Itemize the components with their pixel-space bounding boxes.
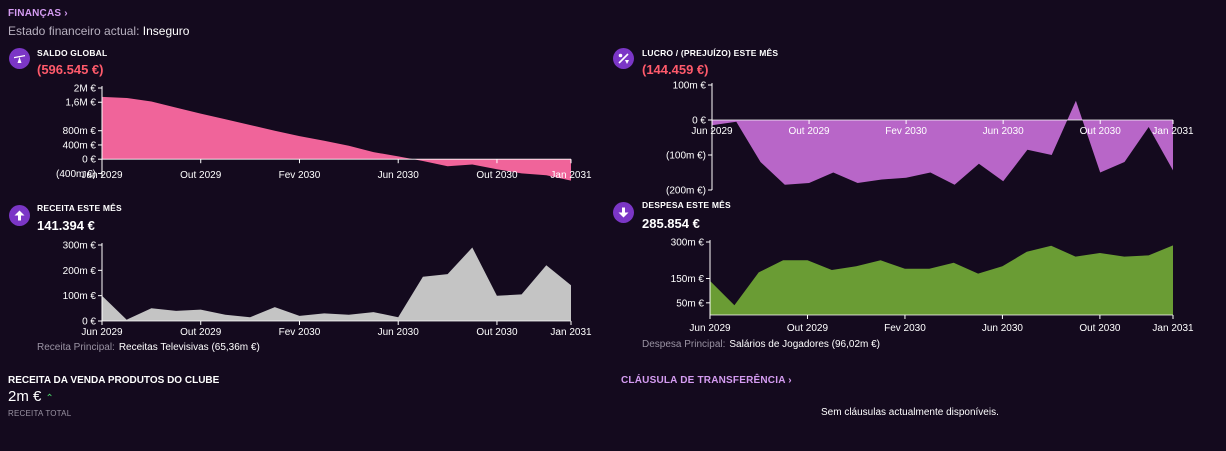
balance-x-tick-label: Jan 2031 (550, 170, 592, 181)
expense-principal: Despesa Principal: Salários de Jogadores … (642, 339, 880, 350)
revenue-chart: 300m € 200m € 100m € 0 €Jun 2029 Out 2029 Fev… (63, 241, 592, 339)
profit-x-tick-label: Jan 2031 (1152, 126, 1194, 137)
expense-y-tick-label: 300m € (671, 238, 705, 249)
profit-chart: 100m € 0 € (100m €) (200m €) Jun 2029 Out 202… (666, 81, 1194, 197)
profit-value: (144.459 €) (642, 62, 709, 77)
revenue-y-tick-label: 300m € (63, 241, 97, 252)
transfer-clause-link[interactable]: CLÁUSULA DE TRANSFERÊNCIA › (621, 375, 792, 386)
balance-y-tick-label: 0 € (82, 155, 96, 166)
revenue-y-tick-label: 0 € (82, 317, 96, 328)
revenue-y-tick-label: 100m € (63, 291, 97, 302)
revenue-y-tick-label: 200m € (63, 266, 97, 277)
finances-link[interactable]: FINANÇAS › (8, 8, 68, 19)
percent-icon (613, 48, 634, 69)
balance-x-tick-label: Jun 2029 (81, 170, 123, 181)
profit-y-tick-label: 100m € (673, 81, 707, 92)
revenue-x-tick-label: Out 2029 (180, 327, 222, 338)
profit-y-tick-label: (100m €) (666, 151, 706, 162)
arrow-up-icon (9, 205, 30, 226)
transfer-title: CLÁUSULA DE TRANSFERÊNCIA (621, 375, 786, 386)
balance-x-tick-label: Out 2029 (180, 170, 222, 181)
balance-y-tick-label: 1,6M € (65, 98, 96, 109)
profit-area (712, 100, 1173, 185)
sales-title: RECEITA DA VENDA PRODUTOS DO CLUBE (8, 375, 220, 386)
profit-x-tick-label: Out 2029 (788, 126, 830, 137)
expense-x-tick-label: Jun 2029 (689, 323, 731, 334)
expense-principal-label: Despesa Principal: (642, 339, 726, 350)
expense-x-tick-label: Jan 2031 (1152, 323, 1194, 334)
revenue-principal-value: Receitas Televisivas (65,36m €) (118, 342, 260, 353)
profit-y-tick-label: 0 € (692, 116, 706, 127)
sales-block: 2m € ⌃ (8, 388, 54, 405)
trend-up-icon: ⌃ (45, 393, 54, 404)
chevron-right-icon: › (788, 375, 792, 386)
revenue-principal-label: Receita Principal: (37, 342, 115, 353)
balance-x-tick-label: Jun 2030 (378, 170, 420, 181)
expense-chart: 300m € 150m € 50m € Jun 2029 Out 2029 Fev 203… (671, 238, 1194, 335)
balance-chart: 2M € 1,6M € 800m € 400m € 0 € (400m €)Jun 202… (56, 84, 592, 182)
scale-icon (9, 48, 30, 69)
revenue-x-tick-label: Jun 2030 (378, 327, 420, 338)
revenue-x-tick-label: Out 2030 (476, 327, 518, 338)
profit-y-tick-label: (200m €) (666, 186, 706, 197)
financial-status: Estado financeiro actual: Inseguro (8, 24, 189, 38)
revenue-value: 141.394 € (37, 218, 95, 233)
arrow-down-icon (613, 202, 634, 223)
revenue-title: RECEITA ESTE MÊS (37, 203, 122, 213)
expense-x-tick-label: Fev 2030 (884, 323, 926, 334)
status-label: Estado financeiro actual: (8, 24, 140, 38)
sales-value: 2m € (8, 388, 42, 405)
transfer-empty-message: Sem cláusulas actualmente disponíveis. (821, 407, 999, 418)
revenue-x-tick-label: Jun 2029 (81, 327, 123, 338)
balance-value: (596.545 €) (37, 62, 104, 77)
expense-y-tick-label: 150m € (671, 274, 705, 285)
expense-area (710, 245, 1173, 315)
finances-title: FINANÇAS (8, 8, 62, 19)
balance-y-tick-label: (400m €) (56, 169, 96, 180)
expense-x-tick-label: Out 2030 (1079, 323, 1121, 334)
revenue-principal: Receita Principal: Receitas Televisivas (… (37, 342, 260, 353)
expense-value: 285.854 € (642, 216, 700, 231)
status-value: Inseguro (142, 24, 190, 38)
expense-principal-value: Salários de Jogadores (96,02m €) (729, 339, 881, 350)
profit-x-tick-label: Out 2030 (1080, 126, 1122, 137)
expense-title: DESPESA ESTE MÊS (642, 200, 731, 210)
balance-y-tick-label: 800m € (63, 126, 97, 137)
balance-title: SALDO GLOBAL (37, 48, 108, 58)
profit-x-tick-label: Jun 2029 (691, 126, 733, 137)
sales-caption: RECEITA TOTAL (8, 409, 72, 418)
expense-x-tick-label: Out 2029 (787, 323, 829, 334)
balance-area (102, 96, 571, 181)
balance-x-tick-label: Out 2030 (476, 170, 518, 181)
expense-x-tick-label: Jun 2030 (982, 323, 1024, 334)
balance-x-tick-label: Fev 2030 (279, 170, 321, 181)
profit-title: LUCRO / (PREJUÍZO) ESTE MÊS (642, 48, 779, 58)
profit-x-tick-label: Fev 2030 (885, 126, 927, 137)
revenue-x-tick-label: Fev 2030 (279, 327, 321, 338)
profit-x-tick-label: Jun 2030 (983, 126, 1025, 137)
chevron-right-icon: › (64, 8, 68, 19)
balance-y-tick-label: 2M € (74, 84, 97, 95)
balance-y-tick-label: 400m € (63, 140, 97, 151)
expense-y-tick-label: 50m € (676, 298, 704, 309)
revenue-area (102, 247, 571, 321)
revenue-x-tick-label: Jan 2031 (550, 327, 592, 338)
